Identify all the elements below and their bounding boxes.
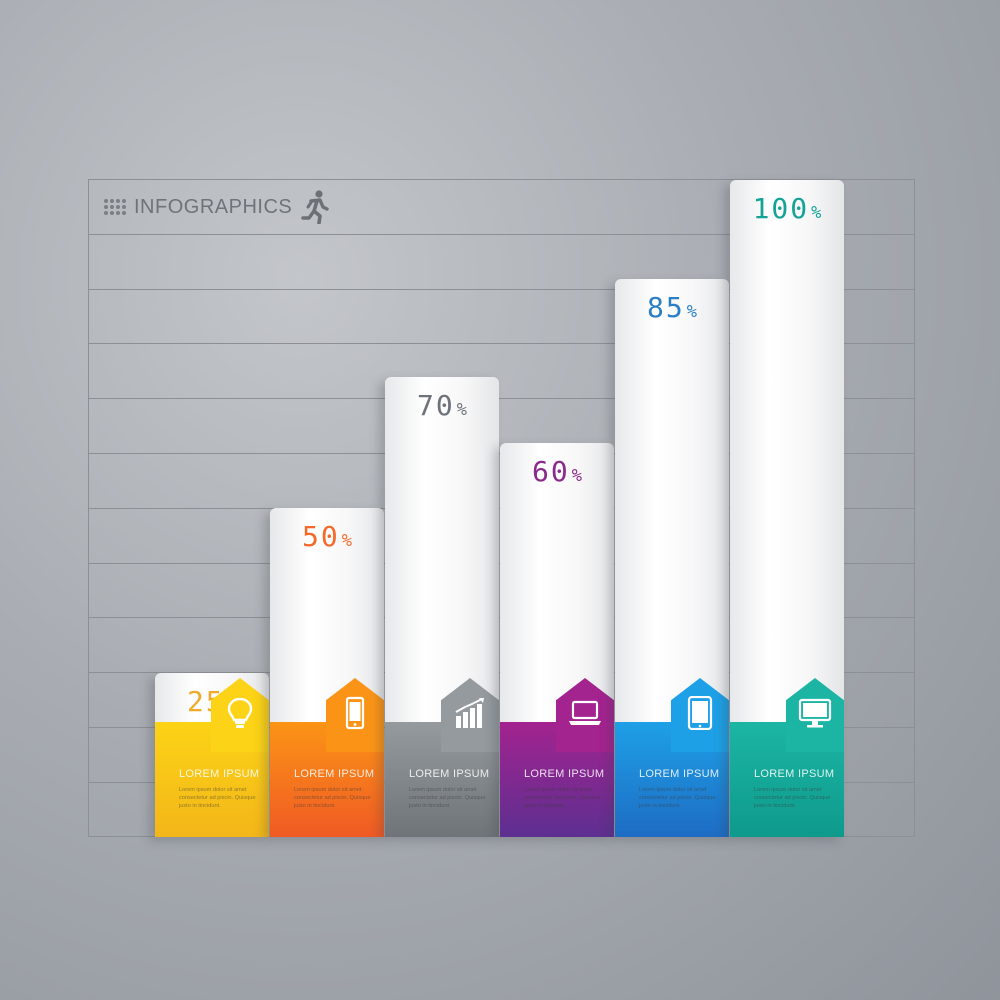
bar-description: Lorem ipsum dolor sit amet consectetur a…	[179, 787, 256, 809]
bar-value-label: 70%	[385, 389, 499, 422]
bar-value-suffix: %	[811, 203, 822, 223]
bar-category-label: LOREM IPSUM	[294, 768, 375, 780]
lightbulb-icon	[223, 696, 257, 730]
bar-category-label: LOREM IPSUM	[639, 768, 720, 780]
dot-grid-icon	[104, 199, 126, 215]
bar-value-label: 85%	[615, 291, 729, 324]
gridline	[88, 343, 915, 344]
bar-color-band: LOREM IPSUM Lorem ipsum dolor sit amet co…	[730, 678, 844, 837]
bar-value-number: 60	[532, 455, 570, 488]
bar-category-label: LOREM IPSUM	[179, 768, 260, 780]
bar-chart-icon	[453, 696, 487, 730]
bar-value-label: 60%	[500, 455, 614, 488]
bar-value-suffix: %	[456, 400, 467, 420]
running-person-icon	[301, 190, 329, 224]
bar-color-band: LOREM IPSUM Lorem ipsum dolor sit amet co…	[615, 678, 729, 837]
bar-5: 85% LOREM IPSUM Lorem ipsum dolor sit amet…	[615, 279, 729, 837]
bar-value-suffix: %	[686, 302, 697, 322]
bar-value-number: 50	[302, 520, 340, 553]
tablet-icon	[683, 695, 717, 731]
laptop-icon	[568, 696, 602, 730]
chart-header: INFOGRAPHICS	[104, 190, 330, 224]
bar-color-band: LOREM IPSUM Lorem ipsum dolor sit amet co…	[500, 678, 614, 837]
gridline	[88, 234, 915, 235]
bar-description: Lorem ipsum dolor sit amet consectetur a…	[524, 787, 601, 809]
bar-value-number: 100	[752, 192, 810, 225]
bar-color-band: LOREM IPSUM Lorem ipsum dolor sit amet co…	[155, 678, 269, 837]
bar-color-band: LOREM IPSUM Lorem ipsum dolor sit amet co…	[270, 678, 384, 837]
bar-2: 50% LOREM IPSUM Lorem ipsum dolor sit amet…	[270, 508, 384, 837]
smartphone-icon	[338, 696, 372, 730]
bar-6: 100% LOREM IPSUM Lorem ipsum dolor sit ame…	[730, 180, 844, 837]
bar-description: Lorem ipsum dolor sit amet consectetur a…	[754, 787, 831, 809]
bar-category-label: LOREM IPSUM	[754, 768, 835, 780]
bar-description: Lorem ipsum dolor sit amet consectetur a…	[294, 787, 371, 809]
bar-description: Lorem ipsum dolor sit amet consectetur a…	[409, 787, 486, 809]
bar-value-suffix: %	[341, 531, 352, 551]
bar-description: Lorem ipsum dolor sit amet consectetur a…	[639, 787, 716, 809]
chart-title: INFOGRAPHICS	[134, 195, 293, 218]
bar-value-number: 85	[647, 291, 685, 324]
gridline	[88, 398, 915, 399]
bar-category-label: LOREM IPSUM	[524, 768, 605, 780]
monitor-icon	[798, 696, 832, 730]
bar-value-label: 100%	[730, 192, 844, 225]
bar-value-label: 50%	[270, 520, 384, 553]
bar-value-suffix: %	[571, 466, 582, 486]
bar-value-number: 70	[417, 389, 455, 422]
bar-3: 70% LOREM IPSUM Lorem ipsum dolor sit amet…	[385, 377, 499, 837]
bar-4: 60% LOREM IPSUM Lorem ipsum dolor sit amet…	[500, 443, 614, 837]
bar-color-band: LOREM IPSUM Lorem ipsum dolor sit amet co…	[385, 678, 499, 837]
bar-category-label: LOREM IPSUM	[409, 768, 490, 780]
gridline	[88, 289, 915, 290]
